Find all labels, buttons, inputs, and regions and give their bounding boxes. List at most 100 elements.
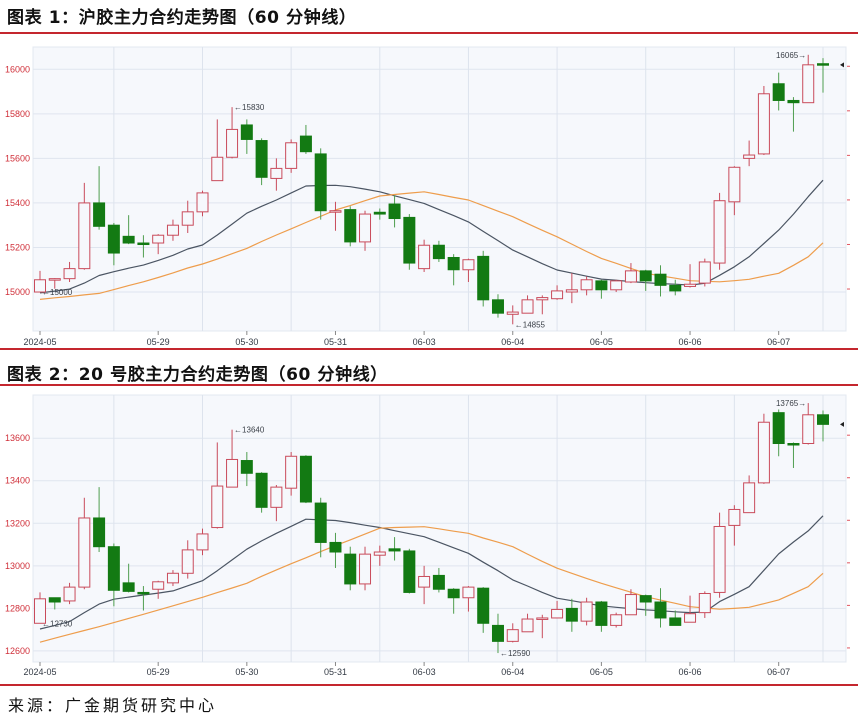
candle-body [388,203,401,220]
candle-up [211,119,224,182]
candle-body [595,601,608,626]
candle-up [78,497,91,590]
candle-body [551,290,564,300]
x-axis-tick-label: 05-29 [147,667,170,677]
candle-body [491,299,504,314]
candle-down [314,497,327,558]
candle-down [137,235,150,258]
moving-average-orange-line [39,526,824,643]
candle-body [78,202,91,270]
candle-down [344,546,357,591]
x-axis-tick-label: 06-05 [590,667,613,677]
candle-up [63,261,76,282]
candle-body [521,618,534,633]
candle-body [565,289,578,293]
candle-down [772,72,785,111]
x-axis-tick-label: 06-04 [501,337,524,347]
last-price-marker-icon [840,421,844,427]
candle-down [93,166,106,230]
candle-body [255,140,268,178]
candle-down [240,452,253,487]
candle-down [329,532,342,568]
candle-up [624,589,637,616]
candle-down [787,442,800,468]
candle-body [669,284,682,292]
candle-down [48,597,61,610]
title-2-underline [0,384,858,386]
candle-up [580,597,593,626]
candle-body [285,455,298,489]
candle-body [462,259,475,271]
candle-up [565,273,578,304]
candle-down [491,613,504,654]
candle-up [506,623,519,643]
price-extreme-label: ←14855 [515,320,546,329]
candle-body [196,192,209,213]
candle-body [787,99,800,104]
candle-body [698,261,711,284]
candle-up [418,565,431,605]
candle-body [93,202,106,227]
candle-down [299,455,312,504]
candle-body [373,551,386,556]
y-axis-tick-label: 13600 [5,433,30,443]
candle-body [359,213,372,243]
candle-down [565,598,578,632]
candle-down [654,588,667,628]
candle-body [181,211,194,226]
candle-body [728,166,741,203]
price-extreme-label: ←12590 [500,649,531,658]
y-axis-tick-label: 13200 [5,518,30,528]
candle-down [299,124,312,154]
candle-up [34,592,46,624]
y-axis-tick-label: 12600 [5,646,30,656]
candle-body [639,595,652,603]
y-axis-tick-label: 15400 [5,198,30,208]
candle-down [344,206,357,247]
candle-body [595,280,608,291]
candle-body [388,548,401,552]
candle-up [521,295,534,314]
candle-down [403,548,416,594]
candle-up [624,263,637,284]
shfe-rubber-candlestick-chart: 15000 15200 15400 15600 15800 16000 2024-05 05-… [5,46,850,347]
candle-body [122,582,135,592]
candle-up [713,192,726,270]
candle-body [610,280,623,291]
x-axis-tick-label: 06-04 [501,667,524,677]
candle-up [418,239,431,272]
y-axis-tick-label: 12800 [5,603,30,613]
candle-body [166,224,179,236]
candle-down [240,119,253,154]
candle-up [166,570,179,587]
candle-body [329,210,342,213]
candle-body [48,278,61,281]
candle-body [432,574,445,590]
candle-up [698,591,711,618]
figure-1-title: 图表 1：沪胶主力合约走势图（60 分钟线） [7,8,357,28]
candle-body [772,412,785,445]
candle-down [388,537,401,561]
candle-body [462,586,475,599]
candle-down [595,600,608,632]
candle-body [580,601,593,622]
candle-body [299,135,312,153]
candle-down [255,472,268,513]
candle-body [551,608,564,619]
x-axis-tick-label: 06-07 [767,337,790,347]
candle-body [418,575,431,588]
candle-up [506,305,519,325]
candle-down [595,279,608,299]
candle-down [107,543,120,607]
candle-body [743,154,756,159]
candle-down [477,587,490,633]
candle-down [432,240,445,262]
x-axis-tick-label: 06-05 [590,337,613,347]
candle-down [639,594,652,616]
candle-body [565,607,578,622]
candle-body [654,601,667,619]
candle-body [34,279,46,293]
x-axis-tick-label: 2024-05 [23,667,56,677]
price-extreme-label: ←12730 [42,619,73,628]
candle-body [624,270,637,283]
